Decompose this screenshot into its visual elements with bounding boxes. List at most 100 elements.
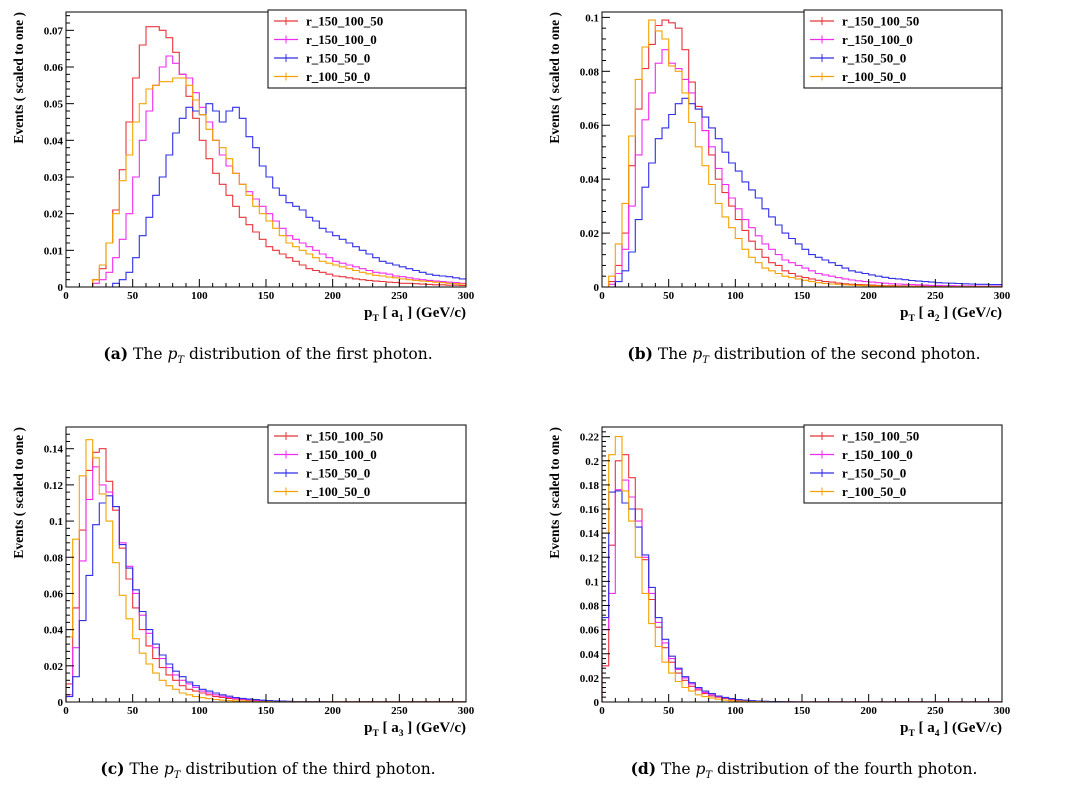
y-tick-label: 0.14: [580, 528, 600, 540]
x-tick-label: 250: [391, 290, 408, 302]
caption-a: (a) The pT distribution of the first pho…: [0, 344, 536, 366]
legend: r_150_100_50 r_150_100_0 r_150_50_0 r_100_5…: [803, 9, 1003, 89]
legend-entry: r_150_100_50: [842, 429, 919, 444]
y-tick-label: 0.06: [580, 625, 600, 637]
series-line-r_150_100_0: [92, 55, 466, 287]
x-tick-label: 0: [599, 705, 605, 717]
caption-post: distribution of the second photon.: [713, 345, 981, 363]
caption-label: (c): [100, 759, 125, 778]
y-tick-label: 0.12: [44, 480, 64, 492]
x-tick-label: 150: [794, 290, 811, 302]
y-axis-label: Events ( scaled to one ): [11, 427, 26, 559]
panel-c: 0 50 100 150 200 250 300 0 0.02 0.04 0.06 0.08 0.1 0.…: [0, 415, 536, 807]
caption-label: (d): [630, 759, 657, 778]
x-tick-label: 200: [860, 705, 877, 717]
legend-entry: r_100_50_0: [306, 484, 370, 499]
caption-post: distribution of the third photon.: [185, 760, 436, 778]
y-tick-label: 0.04: [44, 625, 64, 637]
x-tick-label: 100: [727, 705, 744, 717]
caption-post: distribution of the first photon.: [189, 345, 433, 363]
caption-pre: The: [133, 345, 163, 363]
y-tick-label: 0.04: [580, 649, 600, 661]
series-line-r_150_50_0: [601, 490, 1002, 703]
y-tick-label: 0.06: [44, 62, 64, 74]
series-line-r_150_100_0: [602, 49, 1002, 288]
panel-a: 0 50 100 150 200 250 300 0 0.01 0.02 0.03 0.04 0.05 0…: [0, 0, 536, 392]
x-axis-label: pT [ a4 ] (GeV/c): [900, 720, 1002, 739]
legend-entry: r_150_100_50: [842, 14, 919, 29]
y-tick-label: 0.04: [44, 135, 64, 147]
x-tick-label: 100: [727, 290, 744, 302]
y-tick-label: 0.07: [44, 25, 64, 37]
legend-box: [803, 9, 1003, 89]
legend-entry: r_100_50_0: [842, 484, 906, 499]
y-tick-label: 0.18: [580, 480, 600, 492]
legend-entry: r_100_50_0: [842, 69, 906, 84]
legend: r_150_100_50 r_150_100_0 r_150_50_0 r_100_5…: [803, 424, 1003, 504]
x-tick-label: 300: [994, 705, 1011, 717]
caption-pt: pT: [163, 760, 181, 782]
x-tick-label: 150: [794, 705, 811, 717]
legend-entry: r_150_100_50: [306, 14, 383, 29]
x-axis-label: pT [ a3 ] (GeV/c): [364, 720, 466, 739]
caption-pt: pT: [692, 345, 709, 367]
y-tick-label: 0.1: [49, 516, 63, 528]
caption-d: (d) The pT distribution of the fourth ph…: [536, 759, 1072, 781]
x-tick-label: 300: [994, 290, 1011, 302]
series-line-r_150_100_50: [602, 19, 1002, 288]
x-tick-label: 250: [927, 705, 944, 717]
caption-pt: pT: [695, 760, 713, 782]
caption-label: (a): [103, 344, 129, 363]
x-tick-label: 200: [324, 290, 341, 302]
panel-b: 0 50 100 150 200 250 300 0 0.02 0.04 0.06 0.08 0.1 Ev…: [536, 0, 1072, 392]
histogram-chart-d: 0 50 100 150 200 250 300 0 0.02 0.04 0.06 0.08 0.1 0.…: [547, 424, 1011, 739]
x-tick-label: 250: [391, 705, 408, 717]
caption-b: (b) The pT distribution of the second ph…: [536, 344, 1072, 366]
y-tick-label: 0.02: [580, 228, 600, 240]
y-tick-label: 0.08: [44, 552, 64, 564]
caption-label: (b): [627, 344, 653, 363]
series-line-r_150_100_50: [92, 26, 466, 287]
x-tick-label: 0: [599, 290, 605, 302]
x-axis-label: pT [ a2 ] (GeV/c): [900, 305, 1002, 324]
y-tick-label: 0.2: [585, 456, 599, 468]
legend-entry: r_150_100_0: [842, 32, 913, 47]
histogram-chart-a: 0 50 100 150 200 250 300 0 0.01 0.02 0.03 0.04 0.05 0…: [11, 9, 475, 324]
x-tick-label: 100: [191, 705, 208, 717]
y-tick-label: 0.02: [44, 209, 64, 221]
y-tick-label: 0.1: [585, 12, 599, 24]
x-tick-label: 200: [860, 290, 877, 302]
legend-entry: r_100_50_0: [306, 69, 370, 84]
legend-entry: r_150_100_0: [306, 32, 377, 47]
series-line-r_150_50_0: [602, 97, 1002, 288]
x-tick-label: 0: [63, 290, 69, 302]
panel-d: 0 50 100 150 200 250 300 0 0.02 0.04 0.06 0.08 0.1 0.…: [536, 415, 1072, 807]
x-tick-label: 0: [63, 705, 69, 717]
x-tick-label: 50: [127, 290, 139, 302]
y-tick-label: 0.14: [44, 444, 64, 456]
x-tick-label: 50: [127, 705, 139, 717]
x-tick-label: 50: [663, 290, 675, 302]
y-tick-label: 0: [594, 697, 600, 709]
caption-pre: The: [657, 345, 688, 363]
caption-pre: The: [129, 760, 159, 778]
legend-entry: r_150_50_0: [842, 51, 906, 66]
legend-entry: r_150_100_0: [306, 447, 377, 462]
x-tick-label: 300: [458, 705, 475, 717]
legend-entry: r_150_50_0: [842, 466, 906, 481]
y-tick-label: 0.08: [580, 601, 600, 613]
y-tick-label: 0.1: [585, 576, 599, 588]
y-tick-label: 0.04: [580, 174, 600, 186]
legend-entry: r_150_50_0: [306, 51, 370, 66]
y-tick-label: 0.02: [44, 661, 64, 673]
y-tick-label: 0.22: [580, 432, 600, 444]
series-line-r_100_50_0: [92, 77, 466, 287]
histogram-chart-c: 0 50 100 150 200 250 300 0 0.02 0.04 0.06 0.08 0.1 0.…: [11, 424, 475, 739]
series-line-r_150_100_0: [601, 479, 1002, 703]
caption-pt: pT: [167, 345, 185, 367]
y-tick-label: 0: [58, 697, 64, 709]
x-tick-label: 50: [663, 705, 675, 717]
y-tick-label: 0.05: [44, 99, 64, 111]
legend-entry: r_150_100_0: [842, 447, 913, 462]
series-line-r_150_50_0: [92, 103, 466, 288]
